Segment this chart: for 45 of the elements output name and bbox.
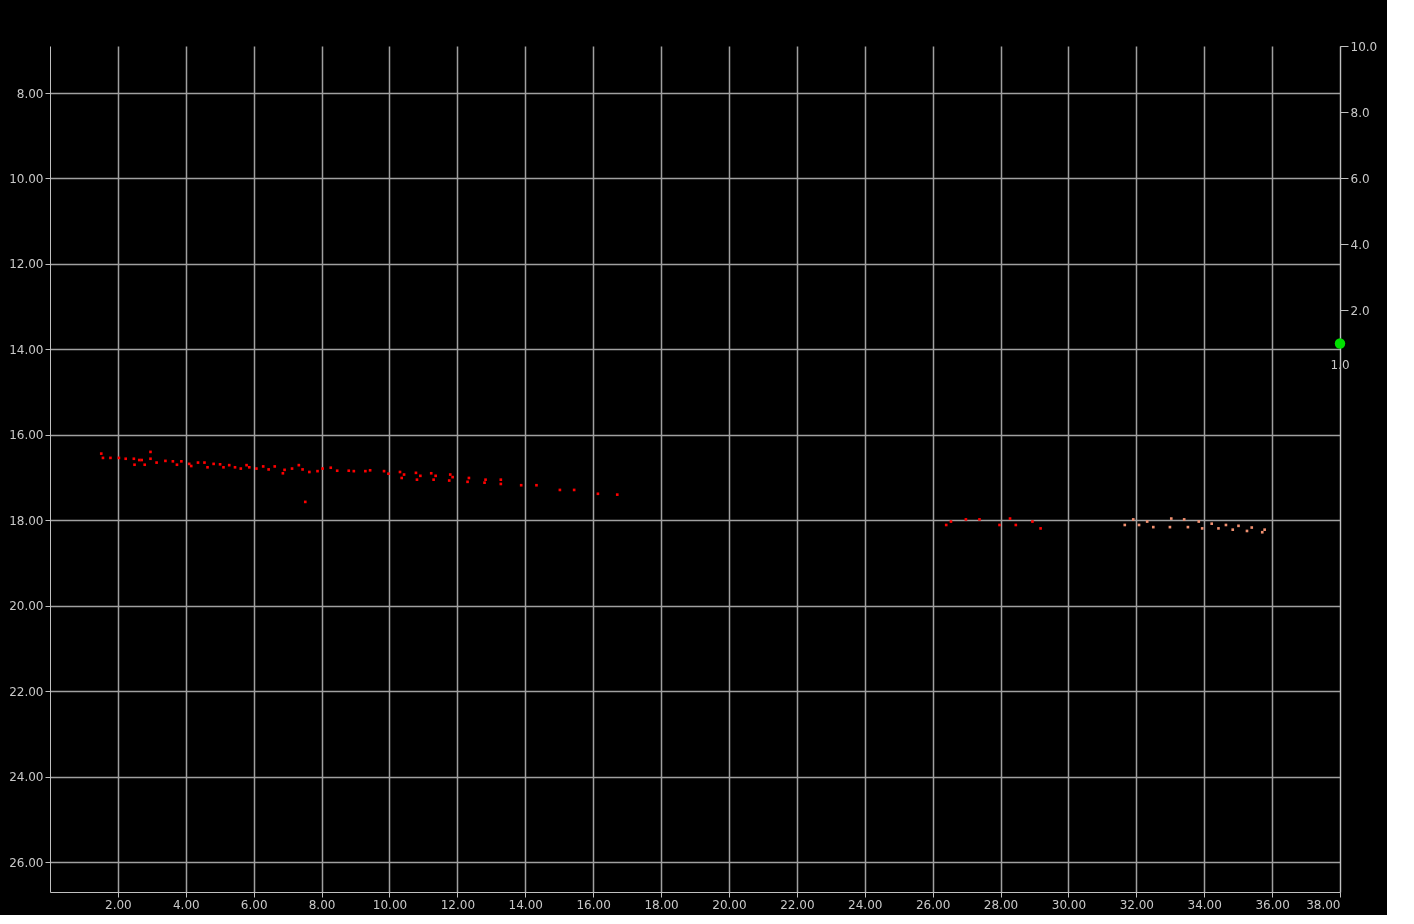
- x-tick-label: 18.00: [644, 897, 679, 912]
- y2-tick-label: 10.0: [1350, 39, 1378, 54]
- x-tick-label: 6.00: [240, 897, 268, 912]
- point: [1169, 517, 1173, 520]
- y2-tick-label: 4.0: [1350, 237, 1370, 252]
- x-tick-label: 12.00: [440, 897, 476, 912]
- x-tick-label: 8.00: [308, 897, 336, 912]
- x-tick-label: 28.00: [983, 897, 1019, 912]
- y-tick-label: 26.00: [9, 855, 44, 870]
- point: [1145, 520, 1149, 523]
- x-tick-label: 24.00: [848, 897, 883, 912]
- x-tick-label: 38.00: [1306, 897, 1341, 912]
- point: [1231, 528, 1235, 531]
- y-tick-label: 12.00: [9, 257, 44, 272]
- y-tick-label: 18.00: [9, 513, 44, 528]
- point: [1217, 527, 1220, 530]
- y-tick-label: 14.00: [9, 342, 44, 357]
- point: [1182, 518, 1186, 521]
- x-tick-label: 34.00: [1187, 897, 1222, 912]
- point: [1260, 530, 1264, 534]
- point: [1263, 528, 1266, 531]
- x-tick-label: 2.00: [105, 897, 132, 912]
- x-tick-label: 22.00: [780, 897, 815, 912]
- x-tick-label: 30.00: [1051, 897, 1087, 912]
- x-tick-label: 32.00: [1119, 897, 1154, 912]
- point: [1210, 522, 1213, 526]
- y-tick-label: 10.00: [9, 171, 44, 186]
- x-tick-label: 10.00: [372, 897, 408, 912]
- y-tick-label: 22.00: [9, 684, 44, 699]
- point: [1197, 520, 1201, 523]
- x-tick-label: 20.00: [712, 897, 747, 912]
- x-tick-label: 4.00: [172, 897, 200, 912]
- x-tick-label: 16.00: [576, 897, 611, 912]
- x-tick-label: 14.00: [508, 897, 543, 912]
- y-tick-label: 24.00: [9, 770, 44, 785]
- y-tick-label: 8.00: [16, 86, 44, 101]
- point: [1131, 518, 1135, 521]
- y2-tick-label: 6.0: [1350, 171, 1370, 186]
- y-tick-label: 20.00: [9, 599, 44, 614]
- y2-tick-label: 8.0: [1350, 105, 1370, 120]
- x-tick-label: 36.00: [1255, 897, 1290, 912]
- x-tick-label: 26.00: [915, 897, 951, 912]
- point: [1250, 526, 1254, 529]
- y-tick-label: 16.00: [9, 428, 44, 443]
- y2-tick-label: 2.0: [1350, 303, 1370, 318]
